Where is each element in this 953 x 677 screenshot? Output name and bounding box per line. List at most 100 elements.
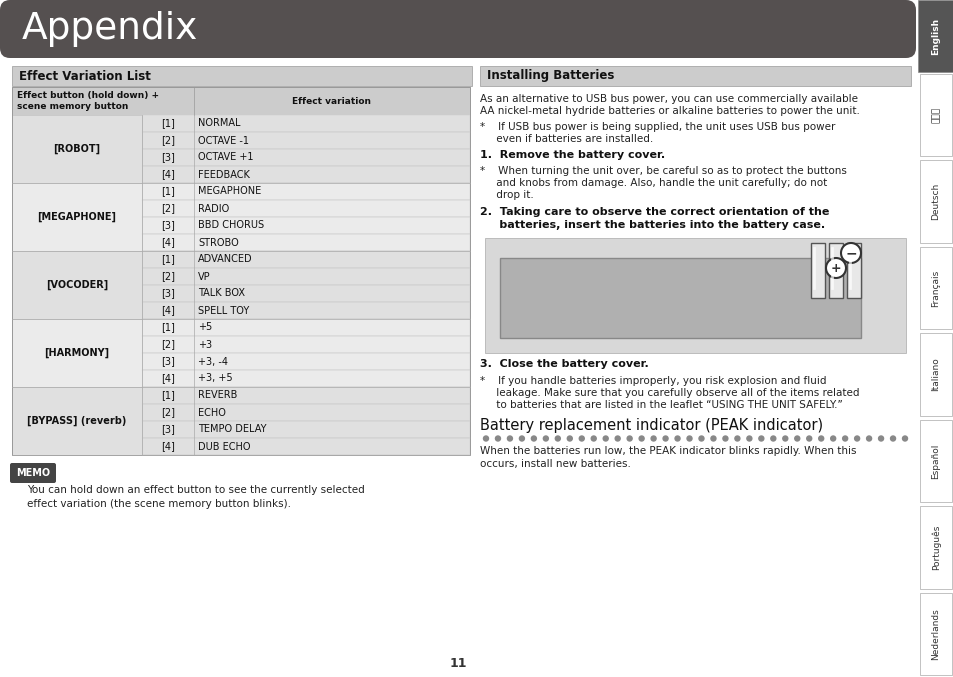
Bar: [846, 243, 861, 298]
Bar: [12, 183, 142, 251]
Text: STROBO: STROBO: [198, 238, 238, 248]
Text: As an alternative to USB bus power, you can use commercially available: As an alternative to USB bus power, you …: [479, 94, 857, 104]
Text: Español: Español: [930, 443, 940, 479]
Text: [4]: [4]: [161, 169, 174, 179]
Text: [3]: [3]: [161, 357, 174, 366]
Text: [VOCODER]: [VOCODER]: [46, 280, 108, 290]
Circle shape: [854, 436, 859, 441]
Circle shape: [675, 436, 679, 441]
Circle shape: [483, 436, 488, 441]
Text: [4]: [4]: [161, 305, 174, 315]
Circle shape: [626, 436, 632, 441]
Text: [HARMONY]: [HARMONY]: [45, 348, 110, 358]
Bar: [919, 160, 951, 243]
Text: Português: Português: [930, 525, 940, 570]
Text: [4]: [4]: [161, 374, 174, 383]
Text: DUB ECHO: DUB ECHO: [198, 441, 251, 452]
Circle shape: [782, 436, 787, 441]
Text: [1]: [1]: [161, 322, 174, 332]
Circle shape: [531, 436, 536, 441]
Text: Effect Variation List: Effect Variation List: [19, 70, 151, 83]
Text: [ROBOT]: [ROBOT]: [53, 144, 100, 154]
Text: +3, -4: +3, -4: [198, 357, 228, 366]
Circle shape: [495, 436, 500, 441]
Bar: [919, 247, 951, 329]
Text: [1]: [1]: [161, 255, 174, 265]
Text: SPELL TOY: SPELL TOY: [198, 305, 249, 315]
Text: Deutsch: Deutsch: [930, 183, 940, 220]
Bar: [142, 115, 470, 132]
Text: AA nickel-metal hydride batteries or alkaline batteries to power the unit.: AA nickel-metal hydride batteries or alk…: [479, 106, 859, 116]
Circle shape: [722, 436, 727, 441]
Circle shape: [794, 436, 799, 441]
Text: VP: VP: [198, 271, 211, 282]
Bar: [479, 66, 910, 86]
Text: leakage. Make sure that you carefully observe all of the items related: leakage. Make sure that you carefully ob…: [479, 388, 859, 398]
Text: FEEDBACK: FEEDBACK: [198, 169, 250, 179]
Text: [1]: [1]: [161, 391, 174, 401]
Circle shape: [543, 436, 548, 441]
Circle shape: [662, 436, 667, 441]
Bar: [142, 336, 470, 353]
Bar: [917, 0, 953, 72]
Circle shape: [825, 258, 845, 278]
Bar: [499, 258, 861, 338]
Bar: [919, 333, 951, 416]
Bar: [142, 251, 470, 268]
Bar: [919, 420, 951, 502]
Bar: [12, 87, 470, 455]
Bar: [142, 319, 470, 336]
Text: Battery replacement indicator (PEAK indicator): Battery replacement indicator (PEAK indi…: [479, 418, 822, 433]
Circle shape: [507, 436, 512, 441]
Bar: [142, 217, 470, 234]
Text: occurs, install new batteries.: occurs, install new batteries.: [479, 458, 630, 468]
Text: *    If USB bus power is being supplied, the unit uses USB bus power: * If USB bus power is being supplied, th…: [479, 122, 835, 132]
Text: +3: +3: [198, 339, 212, 349]
Circle shape: [770, 436, 775, 441]
Text: and knobs from damage. Also, handle the unit carefully; do not: and knobs from damage. Also, handle the …: [479, 178, 826, 188]
Text: ADVANCED: ADVANCED: [198, 255, 253, 265]
Circle shape: [841, 243, 861, 263]
Text: English: English: [930, 18, 940, 55]
Text: You can hold down an effect button to see the currently selected
effect variatio: You can hold down an effect button to se…: [27, 485, 364, 509]
Bar: [142, 387, 470, 404]
Circle shape: [878, 436, 882, 441]
Text: [BYPASS] (reverb): [BYPASS] (reverb): [28, 416, 127, 426]
Bar: [919, 506, 951, 588]
Circle shape: [746, 436, 751, 441]
Bar: [142, 370, 470, 387]
Bar: [12, 87, 470, 115]
Bar: [142, 438, 470, 455]
Bar: [142, 149, 470, 166]
Text: [4]: [4]: [161, 238, 174, 248]
Text: 2.  Taking care to observe the correct orientation of the: 2. Taking care to observe the correct or…: [479, 207, 828, 217]
Text: [3]: [3]: [161, 424, 174, 435]
Circle shape: [806, 436, 811, 441]
Circle shape: [902, 436, 906, 441]
Circle shape: [818, 436, 822, 441]
Text: OCTAVE +1: OCTAVE +1: [198, 152, 253, 162]
Bar: [12, 387, 142, 455]
Text: [2]: [2]: [161, 339, 174, 349]
Bar: [142, 353, 470, 370]
Circle shape: [758, 436, 763, 441]
Bar: [142, 285, 470, 302]
Bar: [142, 234, 470, 251]
Bar: [919, 592, 951, 675]
Bar: [142, 302, 470, 319]
Text: 1.  Remove the battery cover.: 1. Remove the battery cover.: [479, 150, 664, 160]
Text: even if batteries are installed.: even if batteries are installed.: [479, 135, 653, 144]
Text: [2]: [2]: [161, 408, 174, 418]
Bar: [12, 115, 142, 183]
Bar: [142, 183, 470, 200]
Bar: [142, 404, 470, 421]
Circle shape: [567, 436, 572, 441]
Text: +5: +5: [198, 322, 212, 332]
Circle shape: [830, 436, 835, 441]
Bar: [142, 421, 470, 438]
Text: REVERB: REVERB: [198, 391, 237, 401]
Text: NORMAL: NORMAL: [198, 118, 240, 129]
Text: drop it.: drop it.: [479, 190, 533, 200]
Text: OCTAVE -1: OCTAVE -1: [198, 135, 249, 146]
Text: Effect button (hold down) +
scene memory button: Effect button (hold down) + scene memory…: [17, 91, 159, 111]
